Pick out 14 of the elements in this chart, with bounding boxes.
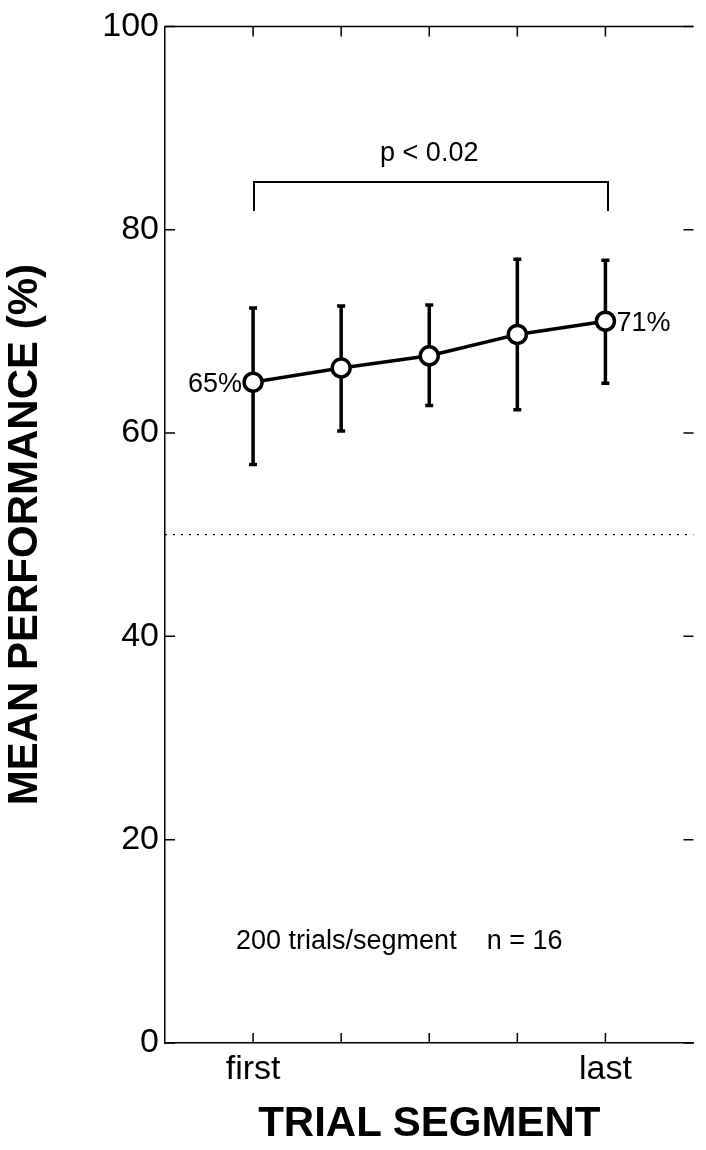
y-tick-label: 100 xyxy=(102,4,159,43)
y-tick-label: 20 xyxy=(121,818,159,857)
annotation: 200 trials/segment n = 16 xyxy=(236,925,563,956)
y-tick-label: 80 xyxy=(121,208,159,247)
data-label: 65% xyxy=(188,367,243,398)
x-tick-label: first xyxy=(225,1047,282,1086)
y-tick-label: 60 xyxy=(121,411,159,450)
data-label: 71% xyxy=(616,306,671,337)
x-axis-title: TRIAL SEGMENT xyxy=(258,1098,601,1146)
y-tick-label: 0 xyxy=(140,1021,159,1060)
y-axis-title: MEAN PERFORMANCE (%) xyxy=(0,264,46,806)
annotation: p < 0.02 xyxy=(380,137,479,169)
y-tick-label: 40 xyxy=(121,614,159,653)
x-tick-label: last xyxy=(578,1047,633,1086)
